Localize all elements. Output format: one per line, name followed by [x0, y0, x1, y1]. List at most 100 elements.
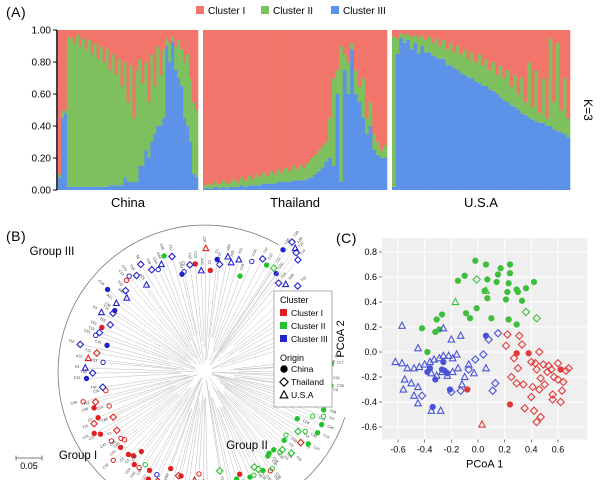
point-I-T: [502, 330, 512, 339]
point-III-U: [420, 359, 429, 368]
tree-tip-label: C28: [272, 456, 279, 464]
point-II-C: [506, 261, 514, 268]
structure-y-axis: 1.00 0.80 0.60 0.40 0.20 0.00: [32, 26, 58, 197]
tree-tip-label: C49: [131, 454, 138, 462]
tree-tip-label: T37: [217, 252, 222, 259]
tree-tip-label: A44: [156, 252, 162, 259]
population-thailand: [203, 30, 388, 191]
tree-tip-label: C59: [329, 409, 336, 415]
point-II-C: [505, 316, 512, 323]
tree-tip-circle-filled: [260, 467, 266, 474]
tree-tip-circle-filled: [179, 271, 185, 277]
legend-swatch: [196, 6, 204, 14]
tree-tip-label: C31: [149, 479, 155, 480]
tree-tip-circle-filled: [233, 476, 240, 480]
y-axis-title: PCoA 2: [335, 320, 347, 357]
tree-tip-label: C59: [290, 436, 298, 443]
tree-tip-circle-filled: [263, 262, 270, 268]
tree-tip-circle-filled: [294, 415, 300, 422]
point-II-C: [473, 305, 480, 312]
y-axis: 0.8 0.6 0.4 0.2 0.0 -0.2 -0.4 -0.6: [362, 247, 383, 432]
tree-tip-label: C38: [275, 472, 282, 480]
point-II-C: [497, 265, 504, 272]
point-III-U: [481, 363, 491, 372]
tree-tip-circle-filled: [104, 286, 111, 293]
tree-tip-circle-filled: [131, 461, 137, 468]
point-III-U: [452, 349, 461, 358]
point-II-C: [522, 285, 530, 292]
tree-tip-label: A53: [226, 244, 231, 251]
tree-tip-diamond-open: [91, 397, 100, 406]
tree-scale-bar: 0.05: [15, 455, 43, 471]
panel-b-label: (B): [6, 228, 27, 244]
legend-circle-filled-icon: [280, 365, 288, 373]
population-label: U.S.A: [464, 195, 498, 210]
point-II-T: [472, 275, 482, 284]
point-II-C: [472, 257, 479, 264]
point-II-C: [504, 288, 511, 296]
tree-tip-label: C27: [313, 445, 321, 452]
tree-tip-circle-filled: [97, 431, 104, 437]
tree-tip-label: A3: [92, 305, 98, 311]
tree-tip-diamond-open: [92, 349, 101, 357]
tree-group-label: Group III: [30, 246, 75, 258]
tree-tip-diamond-open: [136, 260, 145, 269]
point-III-T: [446, 387, 456, 397]
tree-tip-label: T6: [305, 444, 311, 450]
tree-tip-diamond-open: [258, 254, 267, 263]
tree-tip-label: C41: [82, 434, 90, 441]
tree-tip-circle-open: [309, 413, 316, 419]
x-tick-label: 0.6: [552, 445, 565, 455]
tree-tip-label: C14: [96, 405, 104, 411]
tree-tip-triangle-open: [291, 243, 300, 252]
tree-tip-label: T19: [256, 471, 262, 478]
tree-tip-circle-open: [251, 472, 257, 478]
tree-tip-circle-open: [154, 472, 160, 478]
tree-tip-label: C27: [141, 474, 148, 480]
point-I-T: [517, 340, 527, 349]
tree-tip-label: C17: [337, 360, 344, 364]
tree-tip-label: T25: [295, 455, 302, 462]
tree-tip-label: C51: [83, 328, 91, 334]
x-tick-label: 0.2: [498, 445, 511, 455]
point-I-T: [558, 377, 568, 387]
point-II-C: [424, 348, 431, 356]
tree-tip-circle-filled: [207, 267, 214, 274]
tree-tip-label: C39: [337, 383, 344, 388]
point-II-T: [521, 307, 531, 317]
point-I-C: [557, 366, 564, 373]
tree-tip-circle-filled: [125, 451, 132, 458]
point-III-C: [440, 358, 447, 366]
tree-tip-label: C3: [288, 442, 294, 448]
point-II-C: [484, 276, 491, 283]
point-II-U: [451, 297, 460, 306]
point-II-C: [466, 315, 474, 322]
pcoa-scatter: -0.6 -0.4 -0.2 0.0 0.2 0.4 0.60.80.60.40.20.0-…: [335, 238, 588, 471]
tree-tip-circle-filled: [104, 342, 110, 349]
tree-tip-circle-filled: [146, 467, 153, 474]
legend-triangle-open-icon: [279, 389, 289, 399]
tree-tip-label: C49: [335, 354, 342, 359]
tree-tip-label: C51: [90, 320, 98, 326]
tree-tip-label: T22: [298, 241, 305, 248]
point-II-C: [502, 296, 510, 303]
legend-diamond-open-icon: [279, 377, 289, 387]
phylogenetic-tree: A32A53T37C2C2A27A39C13T42C9C54T11C55A44C…: [15, 224, 346, 480]
tree-tip-circle-open: [110, 457, 116, 464]
point-I-T: [536, 373, 546, 383]
tree-tip-label: C32: [333, 376, 340, 380]
tree-tip-circle-open: [302, 428, 308, 435]
point-I-C: [506, 401, 514, 408]
tree-tip-triangle-open: [123, 293, 131, 301]
tree-tip-label: C2: [87, 417, 93, 422]
tree-tip-label: T55: [99, 317, 106, 323]
tree-tip-triangle-open: [224, 252, 232, 260]
tree-tip-circle-filled: [145, 476, 152, 480]
tree-tip-label: C36: [104, 301, 112, 308]
tree-tip-label: C2: [215, 249, 219, 254]
x-tick-label: -0.4: [417, 445, 433, 455]
tree-tip-label: A25: [139, 273, 146, 281]
point-I-T: [556, 397, 566, 407]
tree-tip-circle-open: [93, 332, 99, 339]
tree-tip-label: C37: [88, 435, 96, 442]
